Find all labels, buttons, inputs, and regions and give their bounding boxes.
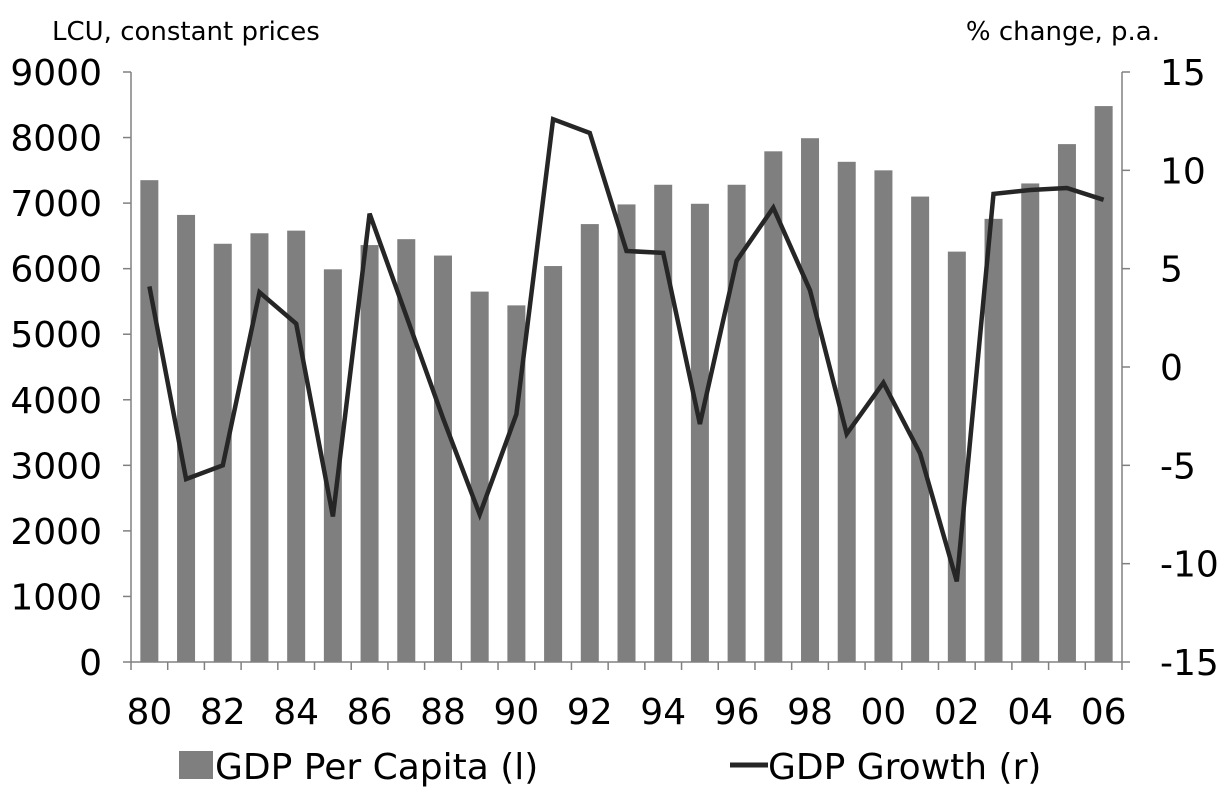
bar-89 xyxy=(470,291,489,662)
bar-04 xyxy=(1021,183,1040,662)
legend-label-gdp-growth: GDP Growth (r) xyxy=(768,747,1041,788)
bar-02 xyxy=(947,251,966,662)
y-right-tick-label: -10 xyxy=(1160,545,1219,586)
bar-06 xyxy=(1094,106,1113,663)
x-tick-label: 90 xyxy=(493,692,539,733)
bar-98 xyxy=(801,138,820,662)
bar-00 xyxy=(874,170,893,663)
y-right-tick-label: 10 xyxy=(1160,151,1206,192)
bar-85 xyxy=(323,269,342,662)
x-tick-label: 92 xyxy=(567,692,613,733)
y-right-tick-label: -5 xyxy=(1160,446,1196,487)
x-tick-label: 04 xyxy=(1007,692,1053,733)
x-tick-label: 88 xyxy=(420,692,466,733)
x-tick-label: 84 xyxy=(273,692,319,733)
bar-96 xyxy=(727,184,746,662)
y-left-tick-label: 2000 xyxy=(10,512,102,553)
bar-88 xyxy=(433,255,452,663)
legend: GDP Per Capita (l) GDP Growth (r) xyxy=(179,747,1041,788)
bar-94 xyxy=(654,184,673,662)
bar-92 xyxy=(580,224,599,663)
y-left-tick-label: 4000 xyxy=(10,381,102,422)
bar-95 xyxy=(690,203,709,662)
bar-05 xyxy=(1057,144,1076,663)
x-tick-label: 86 xyxy=(347,692,393,733)
y-left-tick-label: 7000 xyxy=(10,184,102,225)
x-tick-label: 02 xyxy=(934,692,980,733)
bar-84 xyxy=(287,230,306,662)
y-left-tick-label: 3000 xyxy=(10,446,102,487)
line-layer xyxy=(147,116,1105,583)
bar-97 xyxy=(764,151,783,663)
bar-81 xyxy=(177,214,196,662)
legend-label-gdp-per-capita: GDP Per Capita (l) xyxy=(215,747,538,788)
x-tick-label: 82 xyxy=(200,692,246,733)
x-tick-label: 96 xyxy=(714,692,760,733)
y-left-tick-label: 6000 xyxy=(10,250,102,291)
bar-83 xyxy=(250,233,269,662)
gdp-growth-line xyxy=(147,116,1105,583)
x-tick-label: 80 xyxy=(126,692,172,733)
x-tick-label: 00 xyxy=(861,692,907,733)
bar-87 xyxy=(397,239,416,662)
y-right-tick-label: 5 xyxy=(1160,250,1183,291)
y-left-axis-label: LCU, constant prices xyxy=(52,17,320,47)
y-left-tick-label: 0 xyxy=(79,643,102,684)
bar-99 xyxy=(837,161,856,663)
bar-03 xyxy=(984,218,1003,662)
axes-layer: 0100020003000400050006000700080009000-15… xyxy=(10,53,1218,733)
legend-swatch-gdp-per-capita xyxy=(179,751,213,779)
y-right-axis-label: % change, p.a. xyxy=(966,17,1160,47)
bar-01 xyxy=(911,196,930,663)
y-left-tick-label: 1000 xyxy=(10,577,102,618)
bar-86 xyxy=(360,245,379,663)
bars-layer xyxy=(140,106,1113,663)
y-right-tick-label: 15 xyxy=(1160,53,1206,94)
bar-82 xyxy=(213,243,232,662)
bar-91 xyxy=(544,266,563,662)
y-left-tick-label: 9000 xyxy=(10,53,102,94)
y-right-tick-label: -15 xyxy=(1160,643,1219,684)
y-left-tick-label: 5000 xyxy=(10,315,102,356)
bar-80 xyxy=(140,180,159,662)
x-tick-label: 98 xyxy=(787,692,833,733)
bar-93 xyxy=(617,204,636,662)
x-tick-label: 06 xyxy=(1081,692,1127,733)
x-tick-label: 94 xyxy=(640,692,686,733)
y-left-tick-label: 8000 xyxy=(10,119,102,160)
y-right-tick-label: 0 xyxy=(1160,348,1183,389)
